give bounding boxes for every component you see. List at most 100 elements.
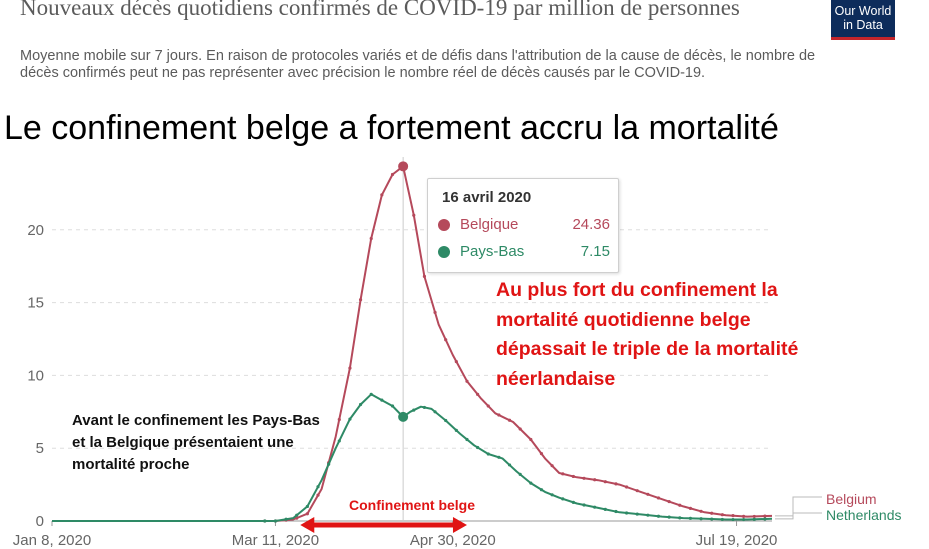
series-point [507,418,512,422]
series-point [390,172,395,177]
owid-logo[interactable]: Our World in Data [831,0,895,40]
lockdown-arrow-head-right [452,517,467,533]
series-point [763,514,767,518]
series-point [603,507,607,511]
series-point [539,452,544,456]
series-point [348,366,352,370]
series-point [561,497,565,501]
series-point [593,478,597,482]
y-tick-label: 15 [27,295,44,312]
series-point [497,455,501,459]
series-point [646,492,650,496]
series-point [348,417,352,421]
series-point [358,298,363,302]
x-tick-label: Jan 8, 2020 [13,532,91,549]
series-point [380,193,384,197]
series-point [380,398,384,402]
series-point [624,485,629,489]
series-point [476,445,480,450]
series-point [571,500,575,504]
series-point [710,517,714,521]
series-point [412,213,416,217]
highlight-point [398,411,409,422]
tooltip-series-name: Belgique [460,216,519,233]
series-point [284,517,288,521]
series-point [327,462,331,466]
series-point [550,493,554,497]
series-point [688,516,693,520]
series-point [699,509,703,513]
series-point [518,472,522,477]
series-point [422,274,427,278]
series-point [635,489,639,493]
series-point [667,499,671,504]
y-tick-label: 10 [27,367,44,384]
lockdown-label: Confinement belge [349,497,476,513]
series-point [529,481,533,485]
series-point [688,506,693,510]
series-point [422,405,427,410]
netherlands-legend-dot [438,246,450,258]
series-point [635,512,639,516]
series-point [710,511,714,515]
series-point [337,439,341,443]
legend-connector [775,512,822,520]
series-point [295,516,299,520]
y-tick-label: 20 [27,222,44,239]
tooltip-row-netherlands: Pays-Bas 7.15 [438,243,610,263]
series-point [316,493,320,497]
hover-tooltip: 16 avril 2020 Belgique 24.36 Pays-Bas 7.… [427,178,619,273]
series-point [656,496,661,500]
series-point [561,472,565,476]
series-point [603,480,607,484]
series-point [720,513,724,517]
series-point [369,392,373,396]
series-point [742,514,746,518]
series-point [678,516,682,520]
chart-title: Nouveaux décès quotidiens confirmés de C… [20,0,740,20]
series-point [305,512,309,516]
series-point [369,236,373,241]
series-point [358,402,363,407]
series-point [390,404,395,408]
series-point [507,463,512,467]
series-point [465,379,469,383]
series-point [454,359,458,364]
series-point [295,513,299,517]
lockdown-arrow-head-left [300,517,315,533]
slide-headline: Le confinement belge a fortement accru l… [4,109,779,147]
series-point [752,514,756,519]
belgium-legend-dot [438,219,450,231]
series-point [518,427,522,431]
series-point [582,503,586,507]
series-point [497,413,501,417]
series-point [550,464,554,468]
chart-subtitle: Moyenne mobile sur 7 jours. En raison de… [20,48,816,81]
series-point [486,404,490,408]
series-point [476,392,480,396]
tooltip-series-value: 7.15 [580,243,610,260]
series-point [263,519,267,523]
series-point [593,505,597,509]
tooltip-series-value: 24.36 [572,216,610,233]
series-point [433,310,437,315]
series-point [486,452,490,456]
series-point [646,513,650,517]
x-tick-label: Apr 30, 2020 [410,532,496,549]
series-point [667,515,671,519]
tooltip-row-belgium: Belgique 24.36 [438,216,610,236]
tooltip-series-name: Pays-Bas [460,243,525,260]
legend-connector [775,496,822,517]
series-point [614,482,618,486]
legend-belgium[interactable]: Belgium [826,491,877,507]
legend-netherlands[interactable]: Netherlands [826,507,902,523]
series-point [571,474,575,479]
series-point [614,509,618,514]
series-point [316,485,320,489]
highlight-point [398,161,409,172]
series-point [656,514,661,518]
series-point [731,517,735,522]
series-point [412,408,416,412]
series-point [731,514,735,518]
